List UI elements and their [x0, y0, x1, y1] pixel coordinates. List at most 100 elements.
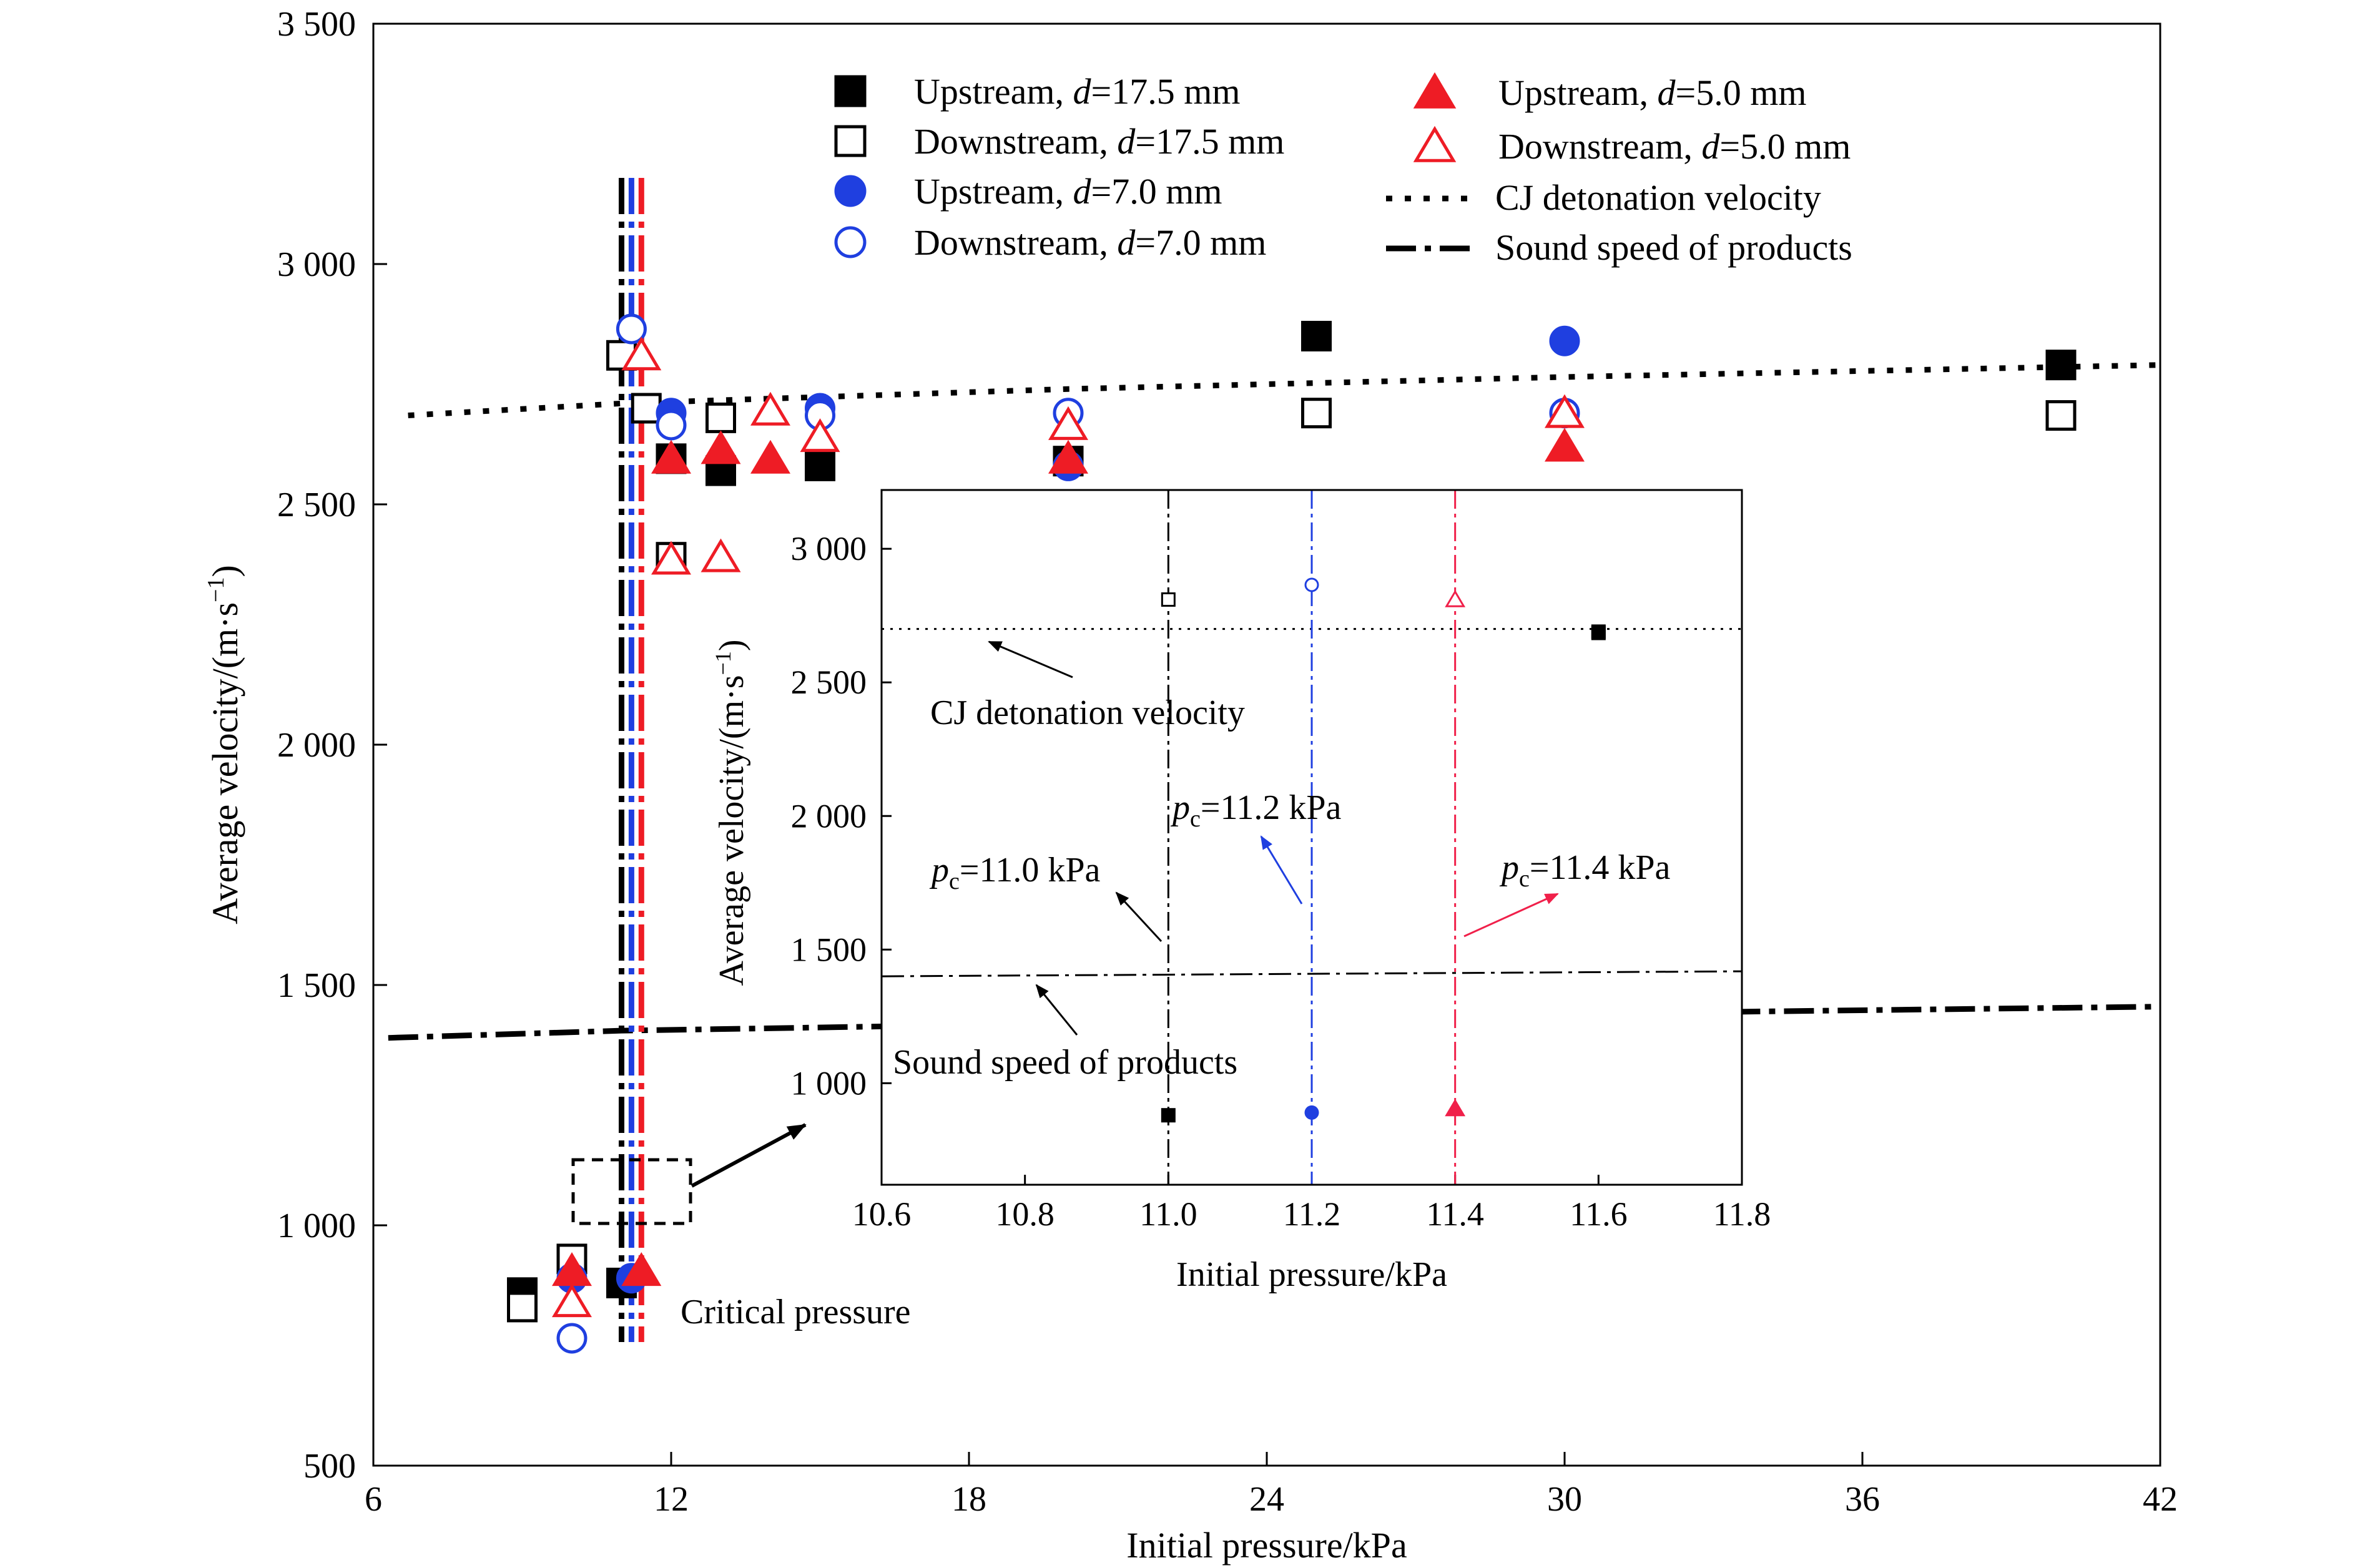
- pc-red-arrow: [1463, 893, 1559, 938]
- legend-label: Upstream, d=17.5 mm: [914, 71, 1240, 112]
- pc-red-var: p: [1499, 848, 1519, 887]
- cj-velocity-line: [408, 362, 2161, 419]
- legend-label-var: d: [1073, 71, 1092, 112]
- legend-label: Downstream, d=7.0 mm: [914, 222, 1266, 263]
- legend-label-post: =5.0 mm: [1676, 72, 1807, 113]
- data-point: [1545, 428, 1585, 462]
- x-tick-label: 24: [1249, 1480, 1284, 1519]
- data-point: [750, 391, 790, 426]
- legend-label-post: =17.5 mm: [1091, 71, 1241, 112]
- inset-sound-arrow: [1035, 984, 1078, 1036]
- pc-red-value: =11.4 kPa: [1530, 848, 1671, 887]
- legend-label-post: =7.0 mm: [1135, 222, 1266, 263]
- inset-x-tick-label: 11.4: [1426, 1195, 1484, 1233]
- data-point: [616, 313, 647, 345]
- inset-data-point: [1445, 589, 1466, 607]
- x-tick-label: 36: [1845, 1480, 1880, 1519]
- legend-label-post: =5.0 mm: [1719, 126, 1851, 167]
- inset-y-tick-label: 2 500: [791, 664, 867, 701]
- inset-y-tick-label: 2 000: [791, 797, 867, 835]
- inset-y-axis-label-main: Average velocity/(m·s: [712, 675, 751, 986]
- pc-blue-value: =11.2 kPa: [1201, 788, 1342, 827]
- data-point: [1545, 394, 1585, 428]
- inset-x-tick-label: 11.0: [1139, 1195, 1197, 1233]
- inset-data-point: [1161, 1108, 1176, 1123]
- data-point: [656, 409, 687, 441]
- critical-pressure-lines: [619, 178, 644, 1342]
- x-tick-label: 30: [1547, 1480, 1582, 1519]
- critical-zoom-box: [571, 1158, 692, 1225]
- data-point: [1048, 406, 1088, 440]
- y-axis-label-main: Average velocity/(m·s: [205, 602, 245, 924]
- y-tick-label: 2 500: [277, 486, 356, 524]
- legend-marker: [1413, 72, 1457, 109]
- inset-cj-arrow: [988, 640, 1073, 679]
- legend-label: Downstream, d=17.5 mm: [914, 121, 1284, 162]
- inset-y-tick-label: 3 000: [791, 530, 867, 567]
- main-reference-lines: [388, 362, 2161, 1041]
- inset-y-tick-label: 1 500: [791, 931, 867, 968]
- main-data-markers: [507, 313, 2077, 1354]
- pc-black-label: pc=11.0 kPa: [929, 851, 1101, 894]
- data-point: [1549, 325, 1580, 356]
- inset-y-tick-label: 1 000: [791, 1064, 867, 1102]
- inset-x-tick-label: 10.8: [995, 1195, 1055, 1233]
- critical-pressure-label: Critical pressure: [681, 1293, 911, 1331]
- legend-label: Upstream, d=5.0 mm: [1498, 72, 1806, 113]
- data-point: [1301, 398, 1332, 429]
- data-point: [552, 1283, 592, 1318]
- inset-x-tick-label: 11.2: [1283, 1195, 1341, 1233]
- inset-chart: 10.6 10.8 11.0 11.2 11.4 11.6 11.8 1 000 1 500 2 …: [791, 490, 1771, 1233]
- legend-label-pre: Upstream,: [1498, 72, 1658, 113]
- y-axis-label: Average velocity/(m·s−1): [203, 565, 245, 924]
- pc-red-sub: c: [1519, 866, 1530, 892]
- legend-marker: [834, 175, 867, 207]
- y-tick-label: 1 500: [277, 966, 356, 1005]
- data-point: [621, 1252, 662, 1286]
- y-axis-label-end: ): [205, 565, 245, 577]
- zoom-arrow: [691, 1123, 807, 1188]
- data-point: [805, 450, 835, 481]
- y-tick-label: 2 000: [277, 726, 356, 765]
- x-tick-label: 18: [951, 1480, 986, 1519]
- legend-label: Sound speed of products: [1495, 227, 1852, 268]
- inset-x-tick-label: 11.8: [1713, 1195, 1771, 1233]
- data-point: [2045, 400, 2077, 431]
- data-point: [507, 1291, 538, 1323]
- inset-cj-label: CJ detonation velocity: [930, 693, 1245, 732]
- pc-blue-sub: c: [1190, 806, 1201, 832]
- inset-data-point: [1445, 1099, 1466, 1117]
- x-axis-label: Initial pressure/kPa: [1126, 1525, 1407, 1566]
- x-tick-label: 42: [2143, 1480, 2178, 1519]
- inset-data-point: [1304, 577, 1319, 592]
- data-point: [1048, 439, 1088, 474]
- pc-blue-label: pc=11.2 kPa: [1170, 788, 1342, 832]
- inset-y-axis-label: Average velocity/(m·s−1): [710, 639, 751, 986]
- data-point: [706, 402, 736, 433]
- legend-label-var: d: [1701, 126, 1720, 167]
- inset-data-point: [1161, 592, 1176, 607]
- inset-y-axis-label-end: ): [712, 639, 751, 651]
- legend-label-pre: Upstream,: [914, 71, 1073, 112]
- y-tick-label: 500: [303, 1447, 356, 1486]
- legend-label-var: d: [1117, 222, 1136, 263]
- data-point: [621, 336, 662, 371]
- legend-label-post: =17.5 mm: [1135, 121, 1284, 162]
- inset-x-tick-label: 11.6: [1570, 1195, 1628, 1233]
- inset-y-axis-label-sup: −1: [710, 651, 735, 675]
- y-tick-label: 3 000: [277, 245, 356, 284]
- data-point: [701, 538, 741, 572]
- data-point: [701, 430, 741, 464]
- inset-sound-label: Sound speed of products: [893, 1043, 1237, 1082]
- pc-red-label: pc=11.4 kPa: [1499, 848, 1671, 892]
- pc-blue-var: p: [1170, 788, 1190, 827]
- y-tick-label: 3 500: [277, 5, 356, 44]
- legend-label-var: d: [1658, 72, 1676, 113]
- main-axes: 6 12 18 24 30 36 42 500 1 000 1 500 2 000 2 500 3 00…: [277, 5, 2178, 1519]
- legend-label-var: d: [1073, 171, 1092, 212]
- legend-label-pre: Upstream,: [914, 171, 1073, 212]
- legend-label-pre: Downstream,: [914, 222, 1117, 263]
- pc-blue-arrow: [1260, 835, 1303, 904]
- legend-label-post: =7.0 mm: [1091, 171, 1222, 212]
